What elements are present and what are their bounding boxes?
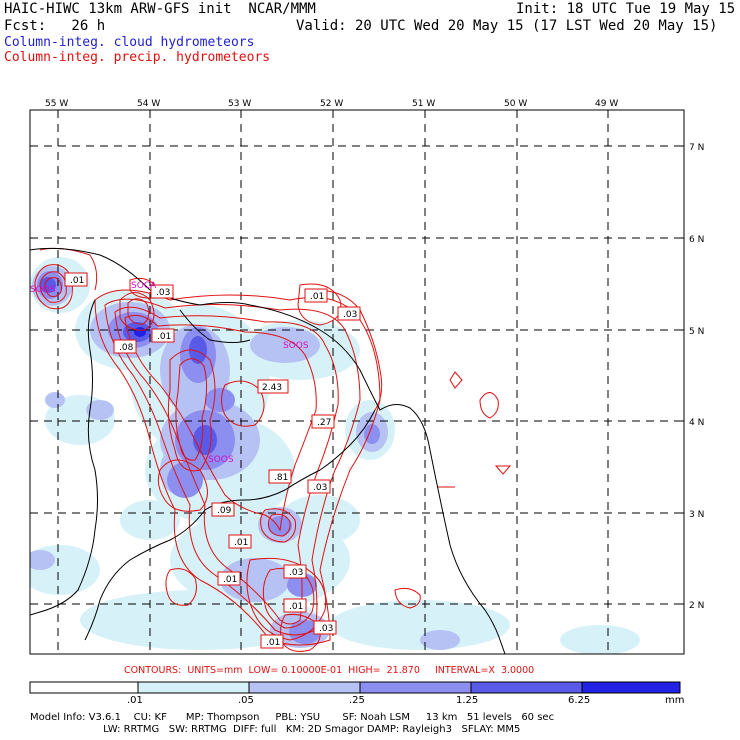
lon-label: 49 W xyxy=(595,99,618,109)
contour-label: .01 xyxy=(228,534,252,549)
contour-label: .03 xyxy=(307,479,331,494)
svg-text:.01: .01 xyxy=(310,292,324,302)
svg-text:2.43: 2.43 xyxy=(262,383,282,393)
model-info-line1: Model Info: V3.6.1 CU: KF MP: Thompson P… xyxy=(30,712,555,723)
svg-text:.09: .09 xyxy=(217,506,232,516)
lat-label: 4 N xyxy=(689,418,704,428)
lat-label: 2 N xyxy=(689,601,704,611)
lat-lon-grid xyxy=(30,110,684,654)
colorbar-tick: 6.25 xyxy=(568,695,591,706)
lon-label: 50 W xyxy=(504,99,527,109)
plot-title: HAIC-HIWC 13km ARW-GFS init NCAR/MMM xyxy=(4,1,316,17)
lat-label: 5 N xyxy=(689,327,704,337)
station-label: SOOS xyxy=(30,285,56,295)
svg-text:.03: .03 xyxy=(313,483,327,493)
station-label: SOCA xyxy=(131,281,157,291)
contour-label: .09 xyxy=(211,502,235,517)
svg-text:.01: .01 xyxy=(223,575,237,585)
lat-label: 6 N xyxy=(689,235,704,245)
contour-label: .03 xyxy=(313,620,337,635)
contour-label: .03 xyxy=(150,284,174,299)
contour-labels: .01 .03 .01 .03 .01 .08 2.43 .27 .81 .03… xyxy=(64,272,361,649)
station-labels: SOOS SOCA SOOS SOOS xyxy=(30,281,309,465)
svg-text:.01: .01 xyxy=(289,602,303,612)
field-cloud-label: Column-integ. cloud hydrometeors xyxy=(4,35,255,50)
lon-label: 55 W xyxy=(45,99,68,109)
station-label: SOOS xyxy=(283,341,309,351)
frame-ticks xyxy=(57,110,684,605)
contour-label: .03 xyxy=(337,306,361,321)
contour-label: 2.43 xyxy=(257,379,289,394)
contour-label: .03 xyxy=(283,564,307,579)
station-label: SOOS xyxy=(208,455,234,465)
coastline xyxy=(30,247,506,654)
lon-labels: 55 W 54 W 53 W 52 W 51 W 50 W 49 W xyxy=(45,99,618,109)
svg-text:.03: .03 xyxy=(343,310,357,320)
lat-label: 7 N xyxy=(689,143,704,153)
lat-labels: 7 N 6 N 5 N 4 N 3 N 2 N xyxy=(689,143,704,611)
lon-label: 54 W xyxy=(137,99,160,109)
lon-label: 51 W xyxy=(412,99,435,109)
plot-frame xyxy=(29,109,685,655)
contour-label: .01 xyxy=(151,328,175,343)
contours-info: CONTOURS: UNITS=mm LOW= 0.10000E-01 HIGH… xyxy=(124,665,535,676)
contour-label: .01 xyxy=(217,571,241,586)
cloud-shading xyxy=(30,257,640,654)
model-info-line2: LW: RRTMG SW: RRTMG DIFF: full KM: 2D Sm… xyxy=(30,724,521,735)
colorbar-tick: .01 xyxy=(127,695,143,706)
field-precip-label: Column-integ. precip. hydrometeors xyxy=(4,50,271,65)
svg-text:.03: .03 xyxy=(156,288,170,298)
colorbar-unit: mm xyxy=(665,695,685,706)
contour-label: .01 xyxy=(304,288,328,303)
contour-label: .08 xyxy=(113,339,137,354)
colorbar-tick: .05 xyxy=(238,695,254,706)
svg-text:.03: .03 xyxy=(289,568,303,578)
svg-text:.01: .01 xyxy=(234,538,248,548)
svg-text:.01: .01 xyxy=(266,638,280,648)
svg-text:.81: .81 xyxy=(274,473,288,483)
valid-time: Valid: 20 UTC Wed 20 May 15 (17 LST Wed … xyxy=(296,18,718,34)
colorbar xyxy=(29,681,681,694)
contour-label: .01 xyxy=(283,598,307,613)
lat-label: 3 N xyxy=(689,510,704,520)
svg-text:.03: .03 xyxy=(319,624,333,634)
contour-label: .81 xyxy=(268,469,292,484)
contour-label: .27 xyxy=(311,414,335,429)
svg-text:.08: .08 xyxy=(119,343,134,353)
contour-label: .01 xyxy=(260,634,284,649)
svg-text:.01: .01 xyxy=(70,276,84,286)
lon-label: 52 W xyxy=(320,99,343,109)
forecast-hour: Fcst: 26 h xyxy=(4,18,106,34)
contour-label: .01 xyxy=(64,272,88,287)
colorbar-tick: 1.25 xyxy=(456,695,479,706)
svg-text:.01: .01 xyxy=(157,332,171,342)
colorbar-tick: .25 xyxy=(349,695,365,706)
lon-label: 53 W xyxy=(228,99,251,109)
svg-text:.27: .27 xyxy=(317,418,331,428)
init-time: Init: 18 UTC Tue 19 May 15 xyxy=(516,1,736,17)
